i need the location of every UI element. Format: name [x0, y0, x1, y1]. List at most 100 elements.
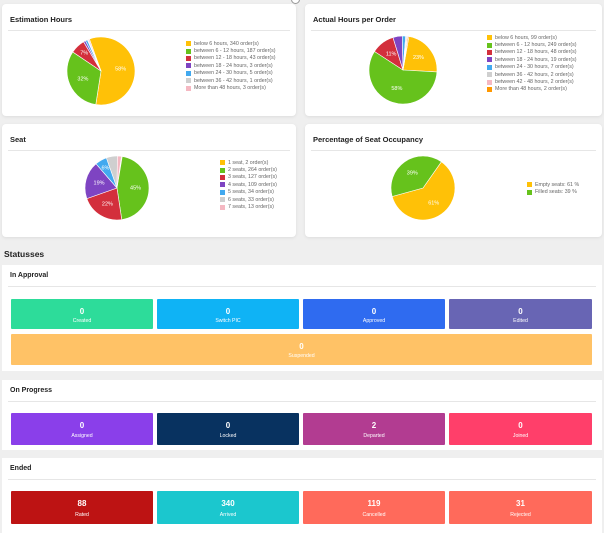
- pie-slice: [116, 155, 122, 189]
- status-tile-edited[interactable]: 0 Edited: [449, 299, 592, 329]
- status-tile-switch-pic[interactable]: 0 Switch PIC: [157, 299, 299, 329]
- legend-item[interactable]: between 6 - 12 hours, 249 order(s): [487, 41, 577, 48]
- legend-label: between 36 - 42 hours, 2 order(s): [495, 71, 574, 78]
- legend-item[interactable]: between 18 - 24 hours, 19 order(s): [487, 56, 577, 63]
- legend-item[interactable]: 1 seat, 2 order(s): [220, 159, 277, 166]
- status-tile-approved[interactable]: 0 Approved: [303, 299, 445, 329]
- legend-item[interactable]: Empty seats: 61 %: [527, 181, 579, 188]
- legend-item[interactable]: between 36 - 42 hours, 2 order(s): [487, 71, 577, 78]
- legend-label: 6 seats, 33 order(s): [228, 196, 274, 203]
- pie-slice-label: 19%: [94, 181, 105, 187]
- divider: [311, 30, 596, 31]
- pie-slice: [87, 38, 102, 72]
- estimation-hours-card: Estimation Hours 58% 32% 7% below 6 hours,…: [2, 4, 296, 116]
- legend-label: between 6 - 12 hours, 187 order(s): [194, 48, 276, 55]
- legend-label: 4 seats, 109 order(s): [228, 181, 277, 188]
- legend-item[interactable]: 4 seats, 109 order(s): [220, 181, 277, 188]
- divider: [8, 401, 596, 402]
- status-tile-joined[interactable]: 0 Joined: [449, 413, 592, 445]
- on-progress-section: On Progress 0 Assigned 0 Locked 2 Departed …: [2, 380, 602, 450]
- legend-label: between 12 - 18 hours, 43 order(s): [194, 55, 276, 62]
- legend-label: More than 48 hours, 2 order(s): [495, 86, 567, 93]
- status-tile-cancelled[interactable]: 119 Cancelled: [303, 491, 445, 524]
- legend-swatch: [487, 42, 492, 48]
- pie-slice: [84, 163, 118, 199]
- divider: [311, 150, 596, 151]
- legend-item[interactable]: 7 seats, 13 order(s): [220, 203, 277, 210]
- legend-label: 2 seats, 264 order(s): [228, 167, 277, 174]
- legend-swatch: [487, 86, 492, 92]
- legend-item[interactable]: 6 seats, 33 order(s): [220, 196, 277, 203]
- legend-item[interactable]: More than 48 hours, 3 order(s): [186, 84, 276, 91]
- card-title: Estimation Hours: [10, 15, 73, 24]
- legend-swatch: [186, 63, 191, 69]
- actual-hours-legend: below 6 hours, 99 order(s) between 6 - 12…: [487, 34, 577, 93]
- divider: [8, 286, 596, 287]
- pie-slice: [402, 36, 410, 71]
- legend-item[interactable]: between 6 - 12 hours, 187 order(s): [186, 47, 276, 54]
- in-approval-section: In Approval 0 Created 0 Switch PIC 0 Approv…: [2, 265, 602, 371]
- legend-swatch: [186, 55, 191, 61]
- pie-slice-label: 32%: [77, 76, 88, 82]
- legend-item[interactable]: between 12 - 18 hours, 43 order(s): [186, 55, 276, 62]
- legend-item[interactable]: Filled seats: 39 %: [527, 188, 579, 195]
- legend-item[interactable]: 3 seats, 127 order(s): [220, 174, 277, 181]
- card-title: Seat: [10, 135, 26, 144]
- pie-slice-label: 7%: [80, 51, 88, 57]
- legend-item[interactable]: below 6 hours, 340 order(s): [186, 40, 276, 47]
- legend-swatch: [186, 41, 191, 47]
- status-tile-rejected[interactable]: 31 Rejected: [449, 491, 592, 524]
- legend-item[interactable]: between 24 - 30 hours, 7 order(s): [487, 64, 577, 71]
- pie-slice-label: 23%: [413, 55, 424, 61]
- pie-slice-label: 61%: [428, 201, 439, 207]
- pie-slice: [86, 187, 123, 221]
- legend-swatch: [220, 167, 225, 173]
- legend-item[interactable]: 2 seats, 264 order(s): [220, 166, 277, 173]
- status-tile-departed[interactable]: 2 Departed: [303, 413, 445, 445]
- legend-item[interactable]: between 12 - 18 hours, 48 order(s): [487, 49, 577, 56]
- pie-slice: [390, 155, 442, 197]
- legend-swatch: [220, 189, 225, 195]
- legend-swatch: [527, 182, 532, 188]
- status-tile-arrived[interactable]: 340 Arrived: [157, 491, 299, 524]
- legend-item[interactable]: between 36 - 42 hours, 1 order(s): [186, 77, 276, 84]
- legend-label: 3 seats, 127 order(s): [228, 174, 277, 181]
- estimation-hours-pie: 58% 32% 7%: [66, 36, 136, 106]
- card-title: Percentage of Seat Occupancy: [313, 135, 424, 144]
- legend-swatch: [186, 48, 191, 54]
- status-tile-locked[interactable]: 0 Locked: [157, 413, 299, 445]
- legend-swatch: [487, 57, 492, 63]
- card-title: Actual Hours per Order: [313, 15, 396, 24]
- seat-occupancy-legend: Empty seats: 61 % Filled seats: 39 %: [527, 181, 579, 196]
- legend-label: below 6 hours, 340 order(s): [194, 40, 259, 47]
- pie-slice: [116, 156, 150, 220]
- section-title: In Approval: [10, 272, 49, 279]
- pie-slice-label: 39%: [407, 170, 418, 176]
- legend-item[interactable]: 5 seats, 34 order(s): [220, 189, 277, 196]
- pie-slice: [66, 51, 102, 105]
- pie-slice-label: 58%: [115, 67, 126, 73]
- statuses-heading: Statusses: [4, 249, 45, 259]
- pie-slice-label: 58%: [391, 86, 402, 92]
- status-tile-assigned[interactable]: 0 Assigned: [11, 413, 153, 445]
- status-tile-created[interactable]: 0 Created: [11, 299, 153, 329]
- legend-item[interactable]: between 24 - 30 hours, 5 order(s): [186, 70, 276, 77]
- legend-item[interactable]: More than 48 hours, 2 order(s): [487, 86, 577, 93]
- legend-item[interactable]: between 18 - 24 hours, 3 order(s): [186, 62, 276, 69]
- divider: [8, 150, 290, 151]
- seat-occupancy-card: Percentage of Seat Occupancy 61% 39% Empt…: [305, 124, 602, 237]
- seat-occupancy-pie: 61% 39%: [390, 155, 456, 221]
- legend-label: between 24 - 30 hours, 7 order(s): [495, 64, 574, 71]
- legend-label: between 36 - 42 hours, 1 order(s): [194, 77, 273, 84]
- legend-swatch: [220, 182, 225, 188]
- legend-item[interactable]: between 42 - 48 hours, 2 order(s): [487, 78, 577, 85]
- legend-swatch: [220, 160, 225, 166]
- status-tile-suspended[interactable]: 0 Suspended: [11, 334, 592, 365]
- legend-label: 7 seats, 13 order(s): [228, 204, 274, 211]
- legend-swatch: [186, 85, 191, 91]
- legend-item[interactable]: below 6 hours, 99 order(s): [487, 34, 577, 41]
- pie-slice: [391, 161, 456, 221]
- status-tile-rated[interactable]: 88 Rated: [11, 491, 153, 524]
- legend-label: below 6 hours, 99 order(s): [495, 34, 557, 41]
- legend-label: between 6 - 12 hours, 249 order(s): [495, 42, 577, 49]
